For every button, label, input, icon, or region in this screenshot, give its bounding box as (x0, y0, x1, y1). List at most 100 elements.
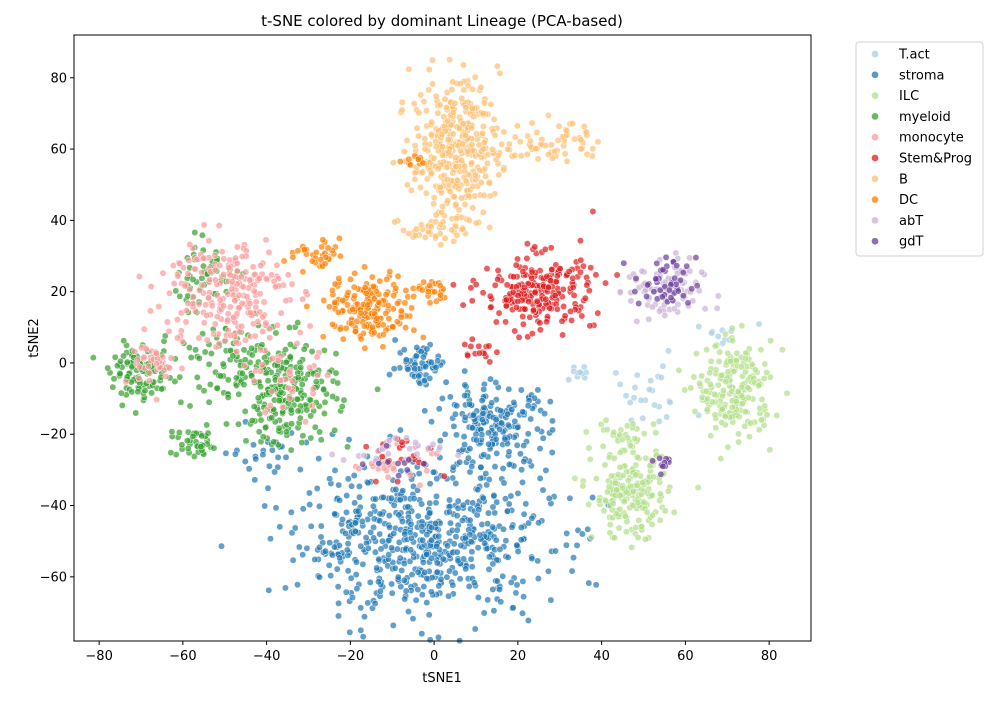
data-point (419, 558, 427, 566)
series-7 (280, 152, 449, 352)
x-tick-label: 0 (430, 649, 438, 664)
data-point (423, 531, 431, 539)
data-point (537, 140, 545, 148)
data-point (246, 276, 254, 284)
x-tick-label: 80 (761, 649, 778, 664)
data-point (629, 487, 637, 495)
data-point (217, 372, 225, 380)
data-point (729, 337, 737, 345)
data-point (670, 508, 678, 516)
data-point (507, 492, 515, 500)
data-point (385, 315, 393, 323)
data-point (767, 337, 775, 345)
data-point (294, 247, 302, 255)
data-point (542, 295, 550, 303)
data-point (483, 265, 491, 273)
data-point (325, 303, 333, 311)
data-point (536, 474, 544, 482)
data-point (464, 352, 472, 360)
data-point (357, 309, 365, 317)
data-point (452, 201, 460, 208)
data-point (712, 424, 720, 432)
data-point (404, 365, 412, 373)
data-point (349, 305, 357, 313)
data-point (258, 361, 266, 369)
data-point (624, 477, 632, 485)
data-point (148, 389, 156, 397)
data-point (755, 426, 763, 434)
data-point (468, 297, 476, 305)
legend-label: monocyte (899, 131, 964, 146)
data-point (526, 137, 534, 145)
data-point (216, 262, 224, 269)
legend-label: gdT (899, 235, 924, 250)
data-point (350, 472, 358, 479)
data-point (664, 487, 672, 495)
data-point (631, 288, 639, 296)
data-point (577, 256, 585, 264)
data-point (492, 435, 500, 443)
data-point (456, 80, 464, 88)
data-point (358, 517, 366, 525)
data-point (374, 385, 382, 393)
data-point (332, 350, 340, 358)
data-point (662, 253, 670, 261)
data-point (477, 463, 485, 471)
data-point (616, 505, 624, 513)
data-point (241, 356, 249, 364)
data-point (429, 80, 437, 88)
data-point (546, 398, 554, 406)
data-point (360, 322, 368, 330)
data-point (649, 511, 657, 519)
data-point (466, 445, 474, 453)
data-point (294, 581, 301, 589)
data-point (473, 130, 480, 138)
data-point (460, 61, 467, 69)
data-point (592, 271, 600, 279)
data-point (648, 491, 656, 499)
data-point (389, 621, 397, 629)
data-point (630, 394, 638, 402)
data-point (457, 194, 465, 202)
legend-label: Stem&Prog (899, 152, 972, 167)
data-point (293, 395, 301, 403)
data-point (493, 577, 501, 585)
data-point (480, 404, 488, 412)
data-point (371, 548, 379, 556)
data-point (416, 184, 424, 191)
data-point (432, 363, 440, 371)
data-point (485, 476, 493, 483)
data-point (165, 327, 173, 335)
data-point (109, 383, 117, 391)
data-point (480, 191, 488, 199)
data-point (674, 287, 682, 295)
data-point (201, 348, 209, 356)
data-point (439, 151, 446, 159)
data-point (433, 568, 441, 576)
data-point (493, 62, 501, 70)
data-point (640, 430, 648, 438)
data-point (306, 396, 314, 404)
data-point (286, 341, 294, 348)
data-point (453, 512, 461, 520)
data-point (429, 56, 436, 64)
data-point (375, 578, 382, 586)
data-point (643, 293, 651, 300)
data-point (488, 399, 496, 407)
data-point (393, 545, 401, 553)
data-point (433, 475, 441, 483)
data-point (166, 289, 173, 297)
data-point (454, 176, 461, 184)
data-point (497, 598, 505, 606)
data-point (399, 487, 407, 495)
data-point (597, 420, 605, 428)
data-point (516, 450, 524, 458)
data-point (178, 441, 186, 449)
data-point (131, 348, 139, 356)
data-point (268, 446, 276, 454)
data-point (500, 166, 508, 174)
data-point (407, 546, 415, 554)
data-point (211, 266, 219, 274)
data-point (424, 288, 432, 296)
data-point (492, 318, 500, 326)
